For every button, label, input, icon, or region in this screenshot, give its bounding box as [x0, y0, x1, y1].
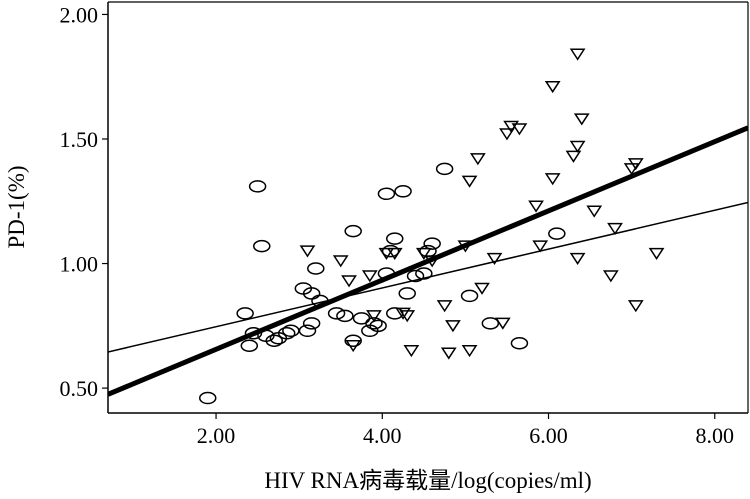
data-point-triangle	[341, 275, 357, 288]
data-point-circle	[386, 232, 404, 245]
data-point-circle	[248, 180, 267, 193]
data-point-triangle	[607, 222, 623, 236]
data-point-triangle	[461, 175, 478, 188]
data-point-triangle	[573, 113, 590, 126]
data-point-circle	[394, 185, 412, 198]
data-point-triangle	[627, 300, 644, 313]
data-point-circle	[398, 287, 416, 300]
data-point-circle	[510, 337, 529, 350]
fit-line-bold	[108, 125, 748, 397]
data-point-triangle	[569, 252, 586, 265]
data-point-triangle	[440, 347, 457, 360]
data-point-circle	[244, 327, 263, 340]
data-point-triangle	[623, 163, 640, 176]
data-point-circle	[415, 267, 433, 280]
data-point-triangle	[403, 344, 420, 358]
data-point-triangle	[378, 247, 395, 260]
data-point-triangle	[386, 247, 403, 260]
x-tick-label: 4.00	[363, 423, 402, 448]
data-point-circle	[423, 237, 441, 250]
data-point-circle	[435, 162, 454, 176]
data-point-circle	[253, 239, 271, 253]
data-point-circle	[481, 317, 500, 330]
data-point-triangle	[569, 48, 586, 61]
data-point-triangle	[532, 240, 549, 253]
data-point-triangle	[424, 255, 441, 268]
data-point-circle	[307, 262, 325, 275]
data-point-triangle	[299, 245, 316, 258]
data-point-triangle	[361, 270, 378, 283]
fit-line-thin	[108, 201, 748, 353]
data-point-circle	[406, 269, 425, 283]
data-point-triangle	[436, 300, 453, 313]
data-point-triangle	[474, 282, 490, 295]
data-point-triangle	[544, 173, 561, 186]
data-point-circle	[240, 339, 259, 352]
data-point-triangle	[461, 344, 478, 358]
data-point-circle	[381, 244, 400, 258]
data-point-triangle	[366, 310, 382, 323]
data-point-triangle	[565, 150, 582, 163]
data-point-triangle	[345, 339, 362, 353]
data-point-triangle	[544, 80, 561, 94]
data-point-triangle	[494, 317, 511, 330]
data-point-circle	[369, 319, 387, 333]
data-point-triangle	[332, 255, 349, 268]
data-point-circle	[198, 391, 217, 405]
data-point-triangle	[648, 247, 665, 260]
data-point-circle	[377, 267, 396, 280]
data-point-circle	[236, 307, 254, 320]
data-point-circle	[302, 317, 321, 330]
data-point-triangle	[528, 200, 544, 213]
data-point-circle	[377, 187, 396, 201]
data-point-triangle	[415, 247, 432, 260]
data-point-triangle	[569, 140, 586, 153]
data-point-triangle	[586, 205, 603, 218]
data-point-circle	[336, 309, 354, 323]
data-point-circle	[265, 334, 283, 348]
y-tick-label: 1.00	[60, 252, 99, 277]
y-tick-label: 1.50	[60, 127, 99, 152]
data-point-triangle	[511, 123, 528, 136]
data-point-circle	[277, 327, 296, 340]
x-axis-title: HIV RNA病毒载量/log(copies/ml)	[264, 468, 591, 493]
data-point-circle	[327, 307, 346, 320]
data-point-circle	[298, 324, 317, 338]
data-point-triangle	[457, 240, 474, 253]
y-axis-title: PD-1(%)	[4, 165, 29, 248]
data-point-triangle	[469, 153, 486, 166]
data-point-triangle	[486, 252, 503, 265]
data-point-circle	[365, 317, 383, 330]
x-tick-label: 6.00	[529, 423, 568, 448]
y-tick-label: 0.50	[60, 376, 99, 401]
data-point-triangle	[395, 307, 411, 320]
x-tick-label: 2.00	[197, 423, 236, 448]
data-point-circle	[344, 224, 362, 238]
x-tick-label: 8.00	[696, 423, 735, 448]
data-point-circle	[344, 334, 362, 348]
data-point-circle	[548, 227, 566, 240]
data-point-triangle	[399, 310, 416, 323]
data-point-circle	[311, 294, 329, 308]
data-point-triangle	[602, 270, 619, 283]
y-tick-label: 2.00	[60, 2, 99, 27]
data-point-triangle	[445, 320, 461, 333]
data-point-triangle	[499, 128, 515, 141]
data-point-circle	[460, 289, 479, 303]
